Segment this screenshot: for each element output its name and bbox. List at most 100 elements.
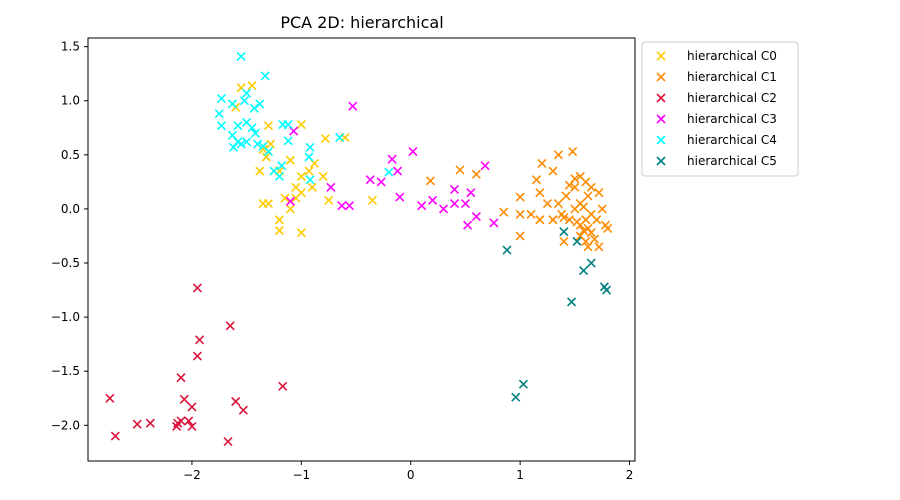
data-point-c4 [274,171,285,182]
legend-label: hierarchical C0 [687,49,777,63]
data-point-c1 [603,223,613,233]
legend-marker [656,72,666,82]
data-point-c1 [425,176,435,186]
data-point-c2 [225,321,235,331]
x-tick-label: 0 [407,468,415,482]
data-point-c4 [304,152,314,162]
legend-label: hierarchical C4 [687,133,777,147]
data-point-c1 [515,192,525,202]
data-point-c0 [296,119,306,130]
data-point-c2 [187,421,197,431]
data-point-c3 [326,182,336,192]
data-point-c1 [597,204,607,214]
data-point-c5 [518,379,528,389]
data-point-c0 [258,198,268,209]
data-point-c1 [548,166,558,176]
data-point-c3 [480,161,490,171]
data-point-c4 [255,99,265,109]
data-point-c1 [455,165,465,175]
data-point-c1 [553,198,563,209]
legend-label: hierarchical C1 [687,70,777,84]
y-tick-label: −2.0 [51,418,80,432]
data-point-c1 [515,209,525,219]
y-tick-label: −1.5 [51,364,80,378]
data-point-c0 [261,152,271,162]
legend-marker [656,51,666,61]
data-point-c0 [247,81,257,91]
legend-label: hierarchical C2 [687,91,777,105]
data-point-c1 [570,182,580,192]
data-point-c2 [195,335,205,345]
y-tick-label: 0.5 [61,148,80,162]
data-point-c4 [260,71,270,81]
data-point-c2 [192,351,202,361]
legend-label: hierarchical C3 [687,112,777,126]
data-point-c0 [274,226,285,236]
data-point-c0 [324,195,334,205]
data-point-c4 [233,121,243,131]
data-point-c2 [105,393,115,403]
data-point-c2 [145,418,155,428]
data-point-c1 [583,242,593,252]
data-point-c1 [581,236,591,246]
y-tick-label: 1.0 [61,94,80,108]
y-tick-label: 0.0 [61,202,80,216]
data-point-c1 [531,175,542,185]
data-point-c3 [365,175,375,185]
data-point-c2 [176,373,186,383]
data-point-c1 [583,191,593,201]
data-point-c4 [247,123,257,133]
legend-marker [656,93,666,103]
data-point-c1 [564,180,574,190]
legend: hierarchical C0 hierarchical C1 hierarchic… [641,41,799,177]
plot-frame [87,37,636,462]
data-point-c2 [187,402,197,412]
data-point-c3 [460,198,470,209]
data-point-c3 [449,198,460,209]
data-point-c5 [511,392,521,402]
data-point-c3 [395,192,405,202]
legend-marker [656,156,666,166]
data-point-c0 [296,171,306,182]
data-point-c1 [594,242,604,252]
data-point-c0 [255,166,265,176]
data-point-c2 [132,419,142,429]
data-point-c1 [537,158,547,169]
data-point-c0 [274,215,285,225]
plot-marks [105,51,613,447]
data-point-c2 [179,394,189,404]
data-point-c4 [249,103,259,113]
data-point-c0 [263,121,274,131]
data-point-c4 [253,139,263,149]
data-point-c4 [384,167,394,177]
data-point-c4 [236,51,246,61]
data-point-c4 [242,88,252,98]
data-point-c3 [466,188,476,198]
data-point-c1 [535,188,545,198]
legend-marker [656,114,666,124]
data-point-c4 [335,132,345,143]
data-point-c2 [176,416,186,426]
data-point-c3 [348,101,358,111]
data-point-c2 [192,283,202,293]
data-point-c0 [291,193,301,203]
data-point-c3 [387,154,397,164]
data-point-c3 [417,201,427,211]
data-point-c3 [393,166,403,176]
data-point-c1 [589,234,600,244]
legend-label: hierarchical C5 [687,154,777,168]
data-point-c2 [231,396,241,407]
data-point-c1 [561,191,571,201]
x-tick-label: 2 [626,468,634,482]
data-point-c5 [502,245,512,255]
data-point-c1 [579,202,589,212]
data-point-c0 [285,204,295,214]
data-point-c5 [572,236,582,246]
legend-box [641,41,799,177]
data-point-c0 [320,134,330,144]
data-point-c0 [304,166,314,176]
data-point-c1 [515,231,525,241]
data-point-c2 [184,416,194,426]
y-tick-label: −0.5 [51,256,80,270]
data-point-c4 [283,136,293,146]
